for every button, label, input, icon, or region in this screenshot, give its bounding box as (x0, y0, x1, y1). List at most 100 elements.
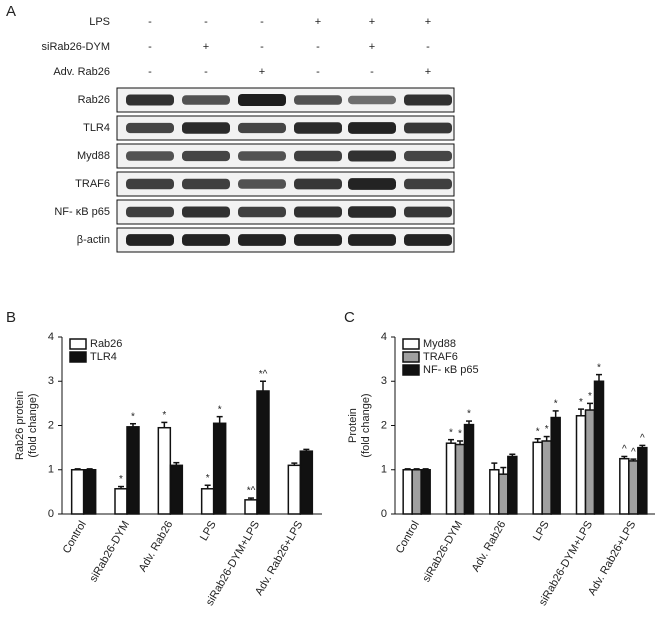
error-bar (216, 415, 223, 424)
blot-band (294, 178, 342, 190)
blot-band (182, 122, 230, 134)
significance-mark: ^ (622, 444, 627, 455)
error-bar (204, 484, 211, 489)
bar (463, 423, 475, 515)
significance-mark: ^ (640, 433, 645, 444)
significance-mark: * (536, 426, 540, 437)
error-bar (130, 422, 136, 427)
error-bar (534, 438, 541, 443)
condition-sign: + (425, 16, 431, 28)
x-tick-label: LPS (531, 519, 552, 543)
condition-sign: - (148, 41, 152, 53)
blot-label: Myd88 (77, 150, 110, 162)
blot-band (348, 206, 396, 218)
error-bar (509, 453, 516, 457)
error-bar (248, 497, 254, 500)
error-bar (466, 420, 472, 425)
bar (637, 446, 648, 515)
blot-band (182, 234, 230, 246)
error-bar (552, 410, 559, 418)
significance-mark: * (458, 429, 462, 440)
blot-label: Rab26 (78, 94, 110, 106)
blot-band (182, 178, 230, 190)
condition-sign: - (316, 41, 320, 53)
condition-sign: - (426, 41, 430, 53)
y-tick-label: 1 (381, 464, 387, 476)
bar (507, 455, 518, 515)
y-tick-label: 3 (381, 375, 387, 387)
blot-band (294, 206, 342, 218)
x-tick-label: siRab26-DYM (87, 519, 132, 584)
y-axis-label: Rab26 protein (14, 391, 26, 460)
condition-label: siRab26-DYM (42, 41, 110, 53)
blot-band (294, 234, 342, 246)
blot-band (126, 122, 174, 134)
error-bar (86, 468, 93, 470)
blot-band (404, 122, 452, 134)
blot-band (126, 178, 174, 190)
blot-label: TLR4 (83, 122, 110, 134)
significance-mark: * (206, 473, 210, 484)
condition-sign: - (148, 16, 152, 28)
error-bar (491, 462, 498, 470)
bar (299, 450, 314, 515)
bar (411, 469, 422, 515)
blot-band (182, 95, 230, 105)
legend-label: Rab26 (90, 338, 122, 350)
bar (200, 488, 215, 515)
x-tick-label: Control (394, 519, 422, 556)
blot-band (126, 94, 174, 106)
y-tick-label: 4 (48, 331, 54, 343)
bar (619, 457, 630, 515)
y-axis-label: Protein (347, 408, 359, 443)
blot-band (294, 150, 342, 162)
error-bar (303, 448, 310, 452)
blot-band (126, 151, 174, 161)
blot-label: β-actin (77, 234, 110, 246)
bar (532, 441, 543, 515)
bar (256, 390, 270, 515)
bar (126, 426, 140, 515)
significance-mark: * (119, 474, 123, 485)
y-tick-label: 4 (381, 331, 387, 343)
panel-label: A (6, 3, 16, 20)
y-tick-label: 1 (48, 464, 54, 476)
bar (157, 426, 172, 515)
blot-band (348, 234, 396, 246)
significance-mark: * (162, 410, 166, 421)
error-bar (260, 380, 266, 391)
bar (402, 469, 413, 515)
bar (287, 464, 302, 515)
condition-sign: - (316, 66, 320, 78)
bar (70, 469, 85, 515)
blot-band (238, 179, 286, 189)
legend-swatch (402, 351, 420, 363)
error-bar (448, 438, 454, 444)
blot-label: TRAF6 (75, 178, 110, 190)
significance-mark: * (467, 409, 471, 420)
bar (489, 469, 500, 515)
significance-mark: *^ (247, 486, 256, 497)
blot-band (294, 95, 342, 105)
panel-label: B (6, 309, 16, 326)
error-bar (587, 402, 593, 411)
blot-band (404, 234, 452, 246)
bar (550, 416, 561, 515)
blot-label: NF- κB p65 (54, 206, 110, 218)
condition-label: LPS (89, 16, 110, 28)
bar (82, 469, 97, 515)
condition-label: Adv. Rab26 (53, 66, 110, 78)
error-bar (161, 421, 168, 428)
error-bar (404, 468, 411, 470)
significance-mark: * (579, 397, 583, 408)
legend-swatch (69, 338, 87, 350)
condition-sign: - (148, 66, 152, 78)
error-bar (500, 466, 507, 475)
blot-band (348, 178, 396, 190)
error-bar (543, 435, 550, 441)
significance-mark: * (218, 404, 222, 415)
bar (541, 440, 552, 515)
blot-band (126, 206, 174, 218)
bar (498, 473, 509, 515)
significance-mark: * (554, 399, 558, 410)
